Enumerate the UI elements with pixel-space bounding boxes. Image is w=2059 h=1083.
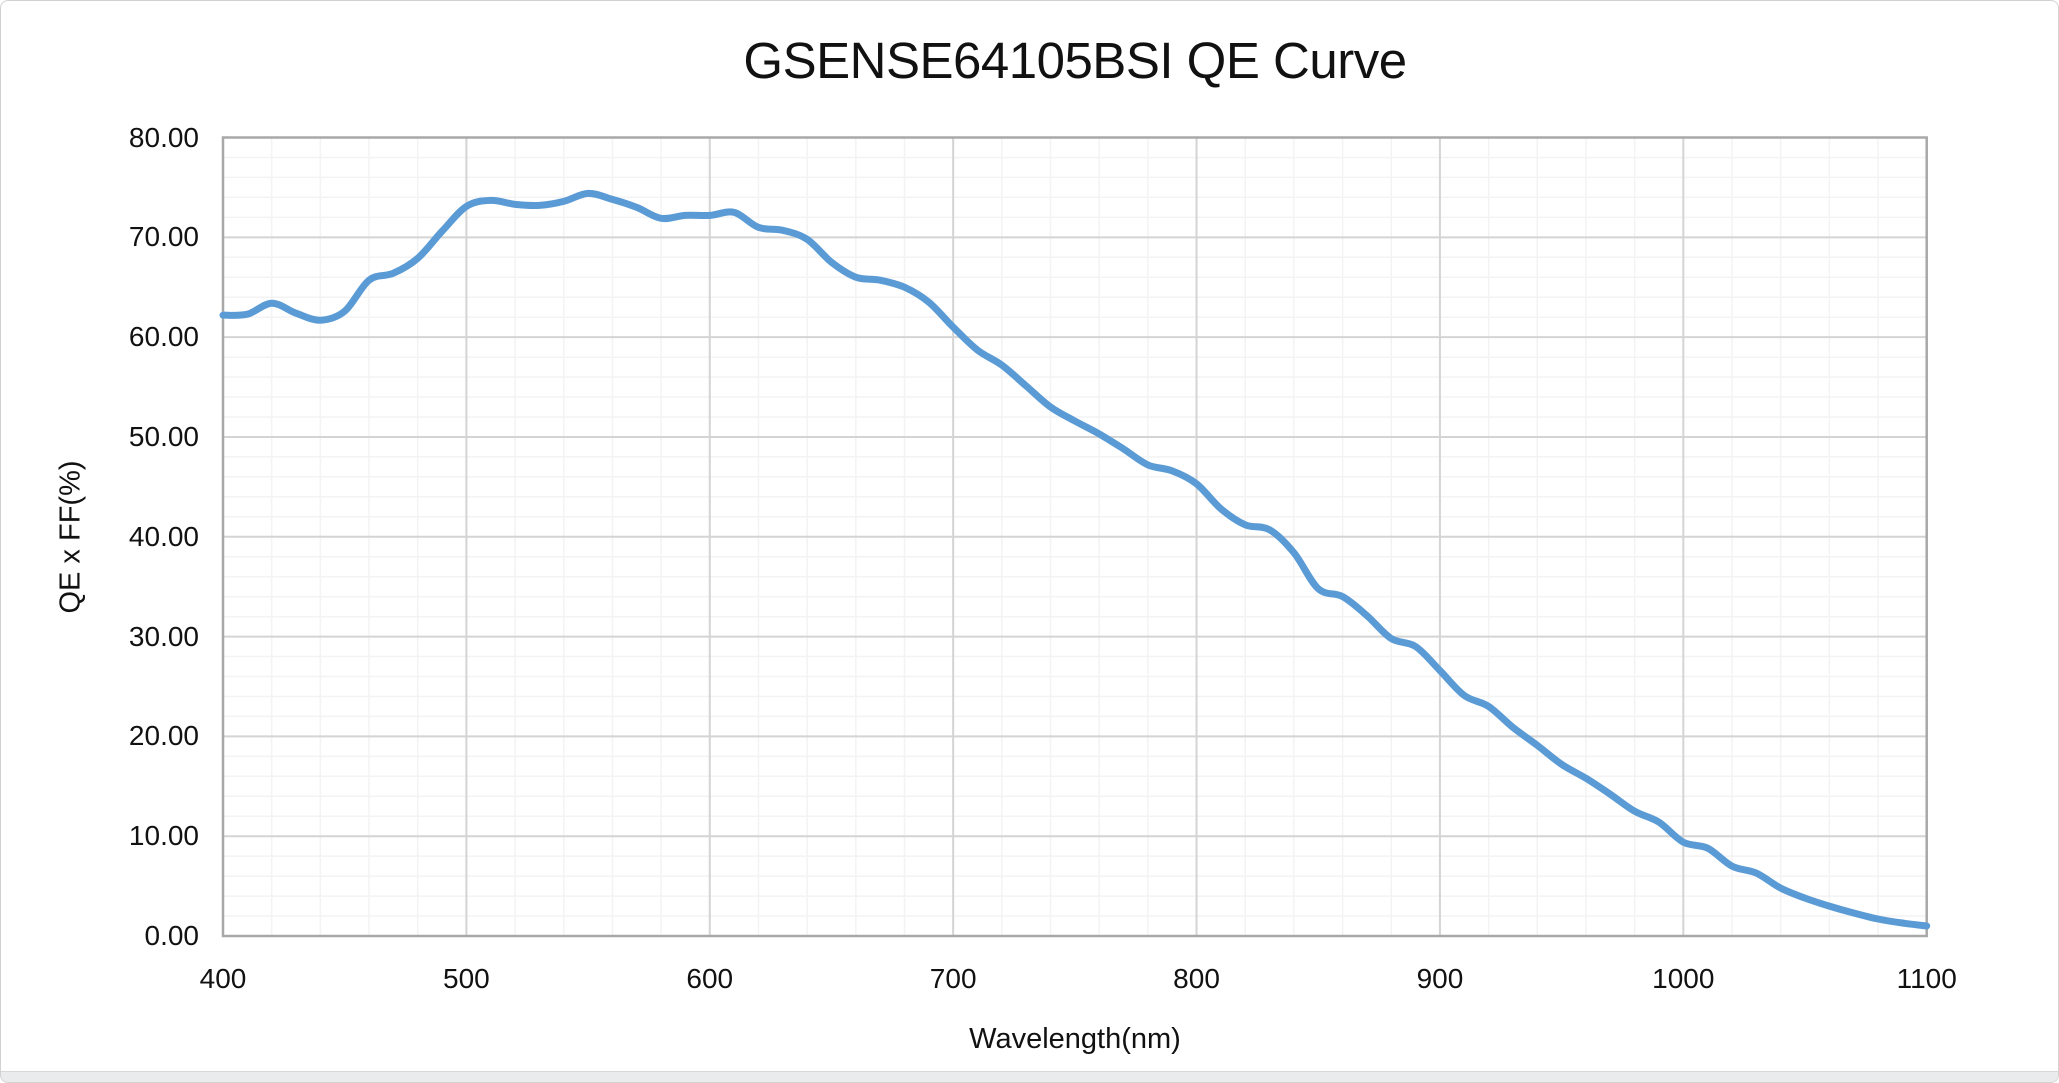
y-tick-label: 10.00 (128, 820, 199, 852)
plot-border (221, 136, 1928, 938)
y-tick-label: 0.00 (144, 920, 200, 951)
chart-title: GSENSE64105BSI QE Curve (743, 32, 1407, 89)
y-tick-label: 80.00 (128, 121, 199, 153)
x-tick-label: 700 (929, 963, 977, 994)
x-axis-title: Wavelength(nm) (969, 1023, 1181, 1055)
y-tick-label: 60.00 (128, 321, 199, 353)
x-tick-label: 800 (1173, 963, 1220, 994)
y-tick-label: 30.00 (128, 620, 199, 652)
y-tick-label: 50.00 (128, 420, 199, 452)
x-tick-label: 900 (1416, 963, 1464, 994)
bottom-edge-strip (1, 1071, 2058, 1082)
x-tick-label: 400 (199, 963, 247, 994)
x-tick-label: 1000 (1652, 963, 1715, 994)
x-tick-label: 1100 (1896, 963, 1957, 994)
y-tick-label: 20.00 (128, 720, 199, 752)
x-tick-label: 600 (686, 963, 734, 994)
y-axis-title: QE x FF(%) (54, 460, 87, 614)
qe-curve-line (219, 189, 1931, 930)
x-tick-label: 500 (443, 963, 490, 994)
y-tick-label: 70.00 (128, 221, 199, 253)
y-tick-label: 40.00 (128, 520, 199, 552)
